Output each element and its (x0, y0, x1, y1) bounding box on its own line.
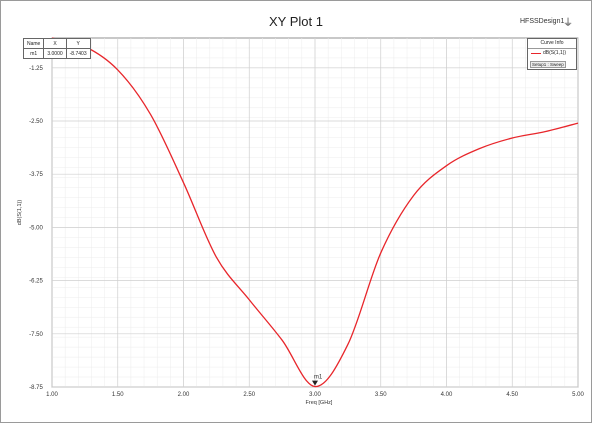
plot-marks: m1 (51, 37, 579, 388)
x-tick-label: 3.00 (309, 392, 321, 398)
chart-title: XY Plot 1 (269, 14, 323, 29)
x-axis-label: Freq [GHz] (306, 400, 333, 406)
x-tick-label: 5.00 (572, 392, 584, 398)
y-tick-label: -3.75 (29, 172, 43, 178)
x-tick-label: 4.50 (506, 392, 518, 398)
y-tick-label: -8.75 (29, 385, 43, 391)
x-tick-label: 3.50 (375, 392, 387, 398)
marker-col-name: Name (22, 38, 45, 49)
y-tick-label: -2.50 (29, 119, 43, 125)
x-tick-label: 1.00 (46, 392, 58, 398)
plot-ticks: 1.00 1.50 2.00 2.50 3.00 3.50 4.00 4.50 5.00 -1.2… (17, 66, 584, 406)
x-tick-label: 2.00 (178, 392, 190, 398)
marker-m1 (312, 380, 318, 386)
legend-setup-label: Setup1 : Sweep (530, 61, 566, 68)
marker-x-cell: 3.0000 (43, 48, 67, 59)
legend-header: Curve Info (528, 39, 576, 49)
marker-table-header: Name X Y (22, 38, 91, 49)
design-name: HFSSDesign1 (520, 18, 565, 25)
marker-m1-label: m1 (314, 375, 323, 381)
y-tick-label: -1.25 (29, 66, 43, 72)
curve-info-legend[interactable]: Curve Info dB(S(1,1)) Setup1 : Sweep (527, 38, 577, 70)
marker-name-cell: m1 (22, 48, 45, 59)
plot-grid (51, 37, 579, 388)
marker-table[interactable]: Name X Y m1 3.0000 -8.7403 (22, 38, 91, 59)
marker-col-x: X (43, 38, 67, 49)
y-tick-label: -6.25 (29, 279, 43, 285)
marker-col-y: Y (65, 38, 91, 49)
legend-swatch (531, 53, 541, 54)
marker-y-cell: -8.7403 (65, 48, 91, 59)
x-tick-label: 2.50 (243, 392, 255, 398)
x-tick-label: 4.00 (441, 392, 453, 398)
x-tick-label: 1.50 (112, 392, 124, 398)
y-axis-label: dB(S(1,1)) (17, 200, 23, 226)
marker-table-row: m1 3.0000 -8.7403 (22, 48, 91, 59)
series-line-s11 (51, 37, 579, 388)
y-tick-label: -5.00 (29, 225, 43, 231)
hfss-logo-icon: ⏚ (563, 18, 573, 29)
legend-entry[interactable]: dB(S(1,1)) (528, 49, 576, 58)
legend-entry-label: dB(S(1,1)) (543, 50, 567, 56)
y-tick-label: -7.50 (29, 332, 43, 338)
